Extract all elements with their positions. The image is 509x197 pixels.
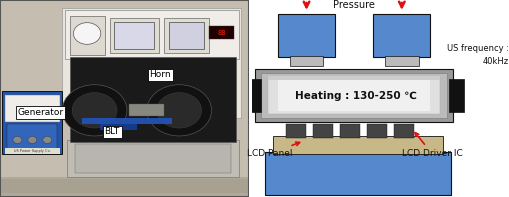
Bar [448, 79, 463, 112]
Text: 88: 88 [217, 30, 225, 35]
Bar [169, 22, 204, 49]
Bar [0, 177, 248, 197]
Bar [0, 179, 248, 193]
Circle shape [147, 85, 211, 136]
Bar [247, 79, 261, 112]
Bar [8, 124, 57, 150]
Bar [65, 10, 238, 59]
Bar [366, 124, 386, 138]
Bar [3, 91, 62, 154]
Text: BLT: BLT [104, 127, 120, 137]
Bar [5, 95, 60, 122]
Bar [62, 8, 241, 118]
Bar [340, 124, 359, 138]
Bar [393, 124, 413, 138]
Text: Heating : 130-250 ℃: Heating : 130-250 ℃ [294, 91, 415, 100]
Text: US Power Supply Co.: US Power Supply Co. [14, 149, 51, 153]
Text: Pressure: Pressure [332, 0, 375, 10]
Text: LCD Panel: LCD Panel [247, 142, 299, 158]
Bar [99, 124, 136, 130]
Bar [278, 14, 334, 57]
Bar [5, 148, 60, 154]
Bar [67, 140, 238, 177]
Bar [384, 56, 418, 66]
Bar [278, 79, 429, 111]
Circle shape [156, 93, 201, 128]
Bar [129, 104, 164, 116]
Circle shape [73, 23, 101, 44]
Bar [286, 124, 305, 138]
Text: Generator: Generator [17, 108, 64, 117]
Bar [209, 26, 234, 39]
Bar [373, 14, 429, 57]
Bar [267, 77, 440, 114]
Bar [313, 124, 332, 138]
Circle shape [28, 136, 37, 143]
Bar [254, 69, 453, 122]
Bar [265, 152, 450, 195]
Bar [272, 136, 442, 154]
Bar [114, 22, 154, 49]
Bar [164, 18, 209, 53]
Bar [109, 18, 159, 53]
Circle shape [72, 93, 117, 128]
Bar [82, 118, 172, 124]
Text: US frequency :
40kHz: US frequency : 40kHz [446, 44, 507, 66]
Bar [70, 16, 104, 55]
Circle shape [62, 85, 127, 136]
Text: Horn: Horn [149, 70, 171, 79]
Bar [267, 76, 440, 80]
Text: LCD Driver IC: LCD Driver IC [401, 133, 462, 158]
Circle shape [43, 136, 52, 143]
Bar [261, 73, 446, 118]
Bar [70, 57, 236, 142]
Bar [74, 144, 231, 173]
Circle shape [13, 136, 22, 143]
Bar [289, 56, 323, 66]
